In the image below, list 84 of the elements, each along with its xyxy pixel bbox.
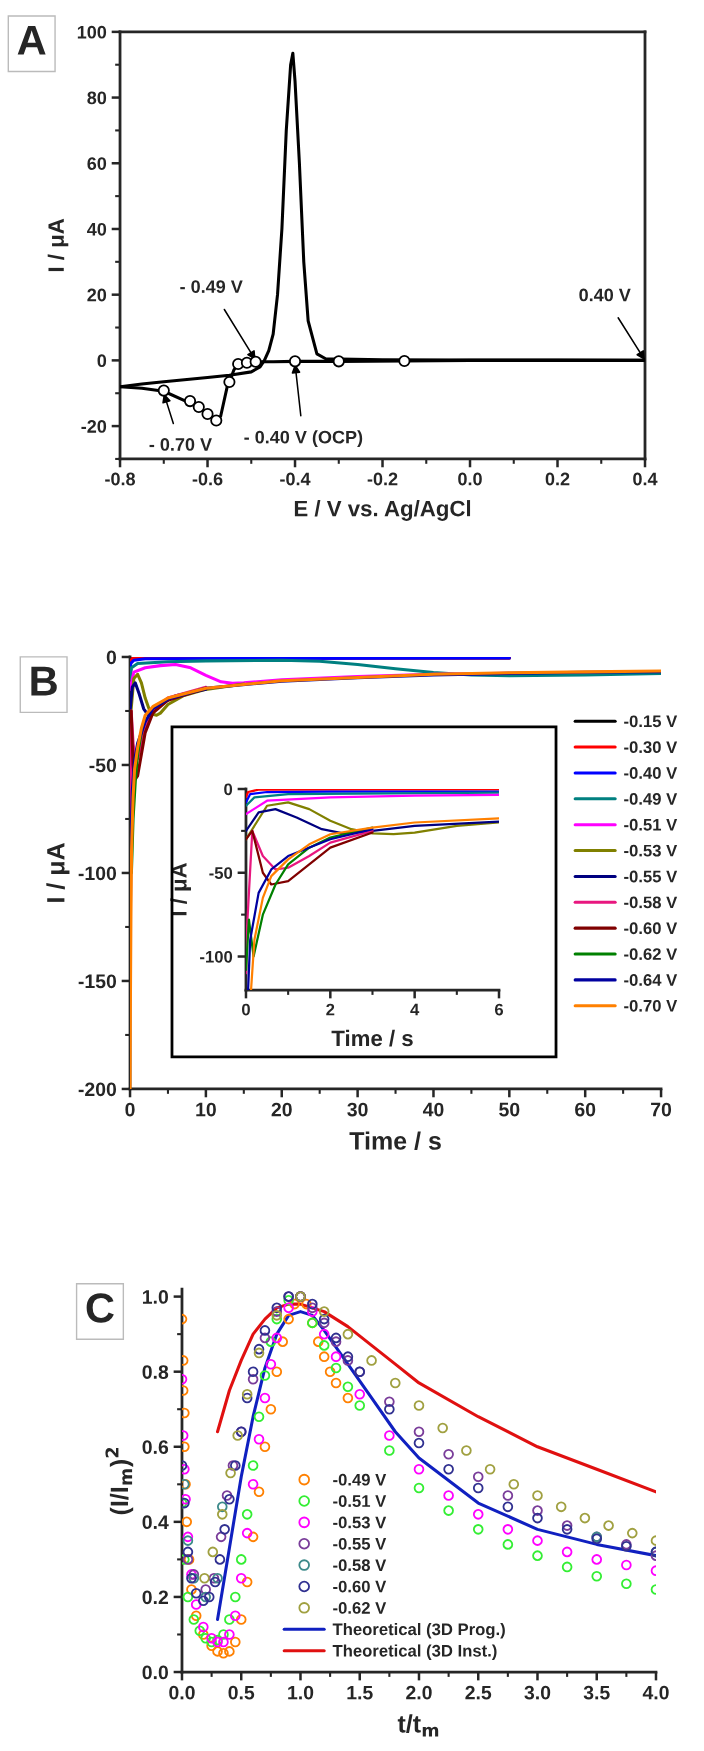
y-tick-label: 0.6 bbox=[142, 1440, 169, 1455]
x-tick-label: -0.4 bbox=[280, 472, 311, 486]
chart-title: C bbox=[86, 1293, 114, 1323]
x-tick-label: 40 bbox=[422, 1102, 444, 1117]
y-tick-label: -50 bbox=[209, 867, 233, 879]
x-axis-title: t/t$_{m}$ bbox=[397, 1714, 439, 1737]
x-tick-label: 0.0 bbox=[458, 472, 482, 486]
y-axis-title: I / μA bbox=[46, 843, 70, 902]
y-axis-title: I / μA bbox=[47, 218, 69, 272]
legend-label: -0.53 V bbox=[624, 844, 678, 857]
y-tick-label: 60 bbox=[87, 157, 107, 170]
legend-label: -0.58 V bbox=[624, 896, 678, 909]
chart-title: A bbox=[17, 25, 46, 55]
x-tick-label: 20 bbox=[271, 1102, 292, 1117]
legend-label: -0.30 V bbox=[624, 741, 678, 754]
legend-label: -0.49 V bbox=[333, 1473, 387, 1486]
x-tick-label: -0.8 bbox=[105, 472, 136, 486]
y-tick-label: -200 bbox=[78, 1082, 117, 1097]
x-tick-label: 0.5 bbox=[228, 1685, 255, 1700]
annotation: - 0.40 V (OCP) bbox=[244, 430, 363, 448]
legend-label: -0.62 V bbox=[333, 1602, 387, 1614]
legend-label: -0.55 V bbox=[333, 1537, 387, 1550]
x-tick-label: -0.6 bbox=[192, 472, 223, 486]
legend-label: -0.15 V bbox=[624, 715, 678, 728]
y-tick-label: -20 bbox=[81, 420, 107, 433]
legend-label: -0.40 V bbox=[624, 767, 678, 779]
y-tick-label: 0.4 bbox=[142, 1515, 169, 1530]
x-tick-label: 0.4 bbox=[633, 472, 658, 486]
x-tick-label: 60 bbox=[575, 1102, 596, 1117]
y-tick-label: -50 bbox=[89, 758, 117, 773]
legend-label: Theoretical (3D Inst.) bbox=[332, 1644, 497, 1660]
legend-label: -0.64 V bbox=[624, 974, 678, 986]
x-tick-label: 4 bbox=[410, 1003, 420, 1016]
legend-label: -0.51 V bbox=[624, 818, 678, 831]
x-tick-label: 0.2 bbox=[545, 472, 570, 486]
y-tick-label: 0 bbox=[106, 650, 117, 665]
x-tick-label: 2.0 bbox=[406, 1685, 432, 1700]
y-tick-label: 0 bbox=[224, 783, 233, 796]
x-tick-label: 70 bbox=[651, 1102, 672, 1117]
y-tick-label: 1.0 bbox=[142, 1290, 168, 1304]
legend-label: Theoretical (3D Prog.) bbox=[332, 1622, 505, 1639]
y-tick-label: 80 bbox=[87, 91, 107, 105]
x-tick-label: 3.0 bbox=[524, 1685, 551, 1700]
y-tick-label: 0.2 bbox=[142, 1590, 169, 1605]
legend-label: -0.49 V bbox=[624, 792, 678, 805]
legend-label: -0.62 V bbox=[624, 948, 678, 961]
legend-label: -0.53 V bbox=[333, 1516, 387, 1529]
annotation: 0.40 V bbox=[579, 288, 631, 302]
legend-label: -0.58 V bbox=[333, 1559, 387, 1572]
x-tick-label: 1.5 bbox=[347, 1685, 373, 1700]
x-tick-label: 0 bbox=[242, 1003, 250, 1016]
chart-title: B bbox=[31, 666, 57, 696]
x-tick-label: 1.0 bbox=[288, 1685, 314, 1700]
x-tick-label: 50 bbox=[499, 1102, 520, 1117]
x-tick-label: 2 bbox=[326, 1003, 335, 1016]
x-tick-label: 3.5 bbox=[583, 1685, 610, 1700]
y-tick-label: 0.8 bbox=[142, 1365, 169, 1379]
legend-label: -0.51 V bbox=[333, 1495, 387, 1507]
legend-label: -0.60 V bbox=[333, 1580, 387, 1593]
x-tick-label: 2.5 bbox=[465, 1685, 492, 1700]
x-tick-label: 30 bbox=[347, 1102, 368, 1117]
y-tick-label: -150 bbox=[78, 974, 117, 989]
x-tick-label: -0.2 bbox=[367, 472, 398, 486]
y-tick-label: 0 bbox=[97, 354, 107, 368]
y-tick-label: 40 bbox=[87, 222, 107, 236]
annotation: - 0.49 V bbox=[180, 280, 243, 294]
annotation: - 0.70 V bbox=[149, 438, 212, 451]
x-tick-label: 6 bbox=[494, 1003, 504, 1016]
y-tick-label: 100 bbox=[77, 25, 107, 39]
x-tick-label: 0.0 bbox=[169, 1685, 195, 1700]
y-tick-label: 20 bbox=[87, 288, 107, 302]
x-axis-title: Time / s bbox=[349, 1131, 441, 1150]
y-axis-title: (I/I$_{m}$)$^{2}$ bbox=[105, 1447, 134, 1515]
y-tick-label: -100 bbox=[78, 866, 117, 881]
legend-label: -0.70 V bbox=[624, 999, 678, 1012]
x-tick-label: 10 bbox=[196, 1102, 216, 1117]
x-axis-title: Time / s bbox=[331, 1029, 413, 1047]
y-tick-label: -100 bbox=[200, 950, 233, 963]
x-axis-title: E / V vs. Ag/AgCl bbox=[294, 500, 471, 521]
y-tick-label: 0.0 bbox=[142, 1665, 168, 1680]
legend-label: -0.60 V bbox=[624, 922, 678, 935]
legend-label: -0.55 V bbox=[624, 870, 678, 883]
x-tick-label: 0 bbox=[125, 1102, 135, 1117]
x-tick-label: 4.0 bbox=[642, 1685, 669, 1700]
